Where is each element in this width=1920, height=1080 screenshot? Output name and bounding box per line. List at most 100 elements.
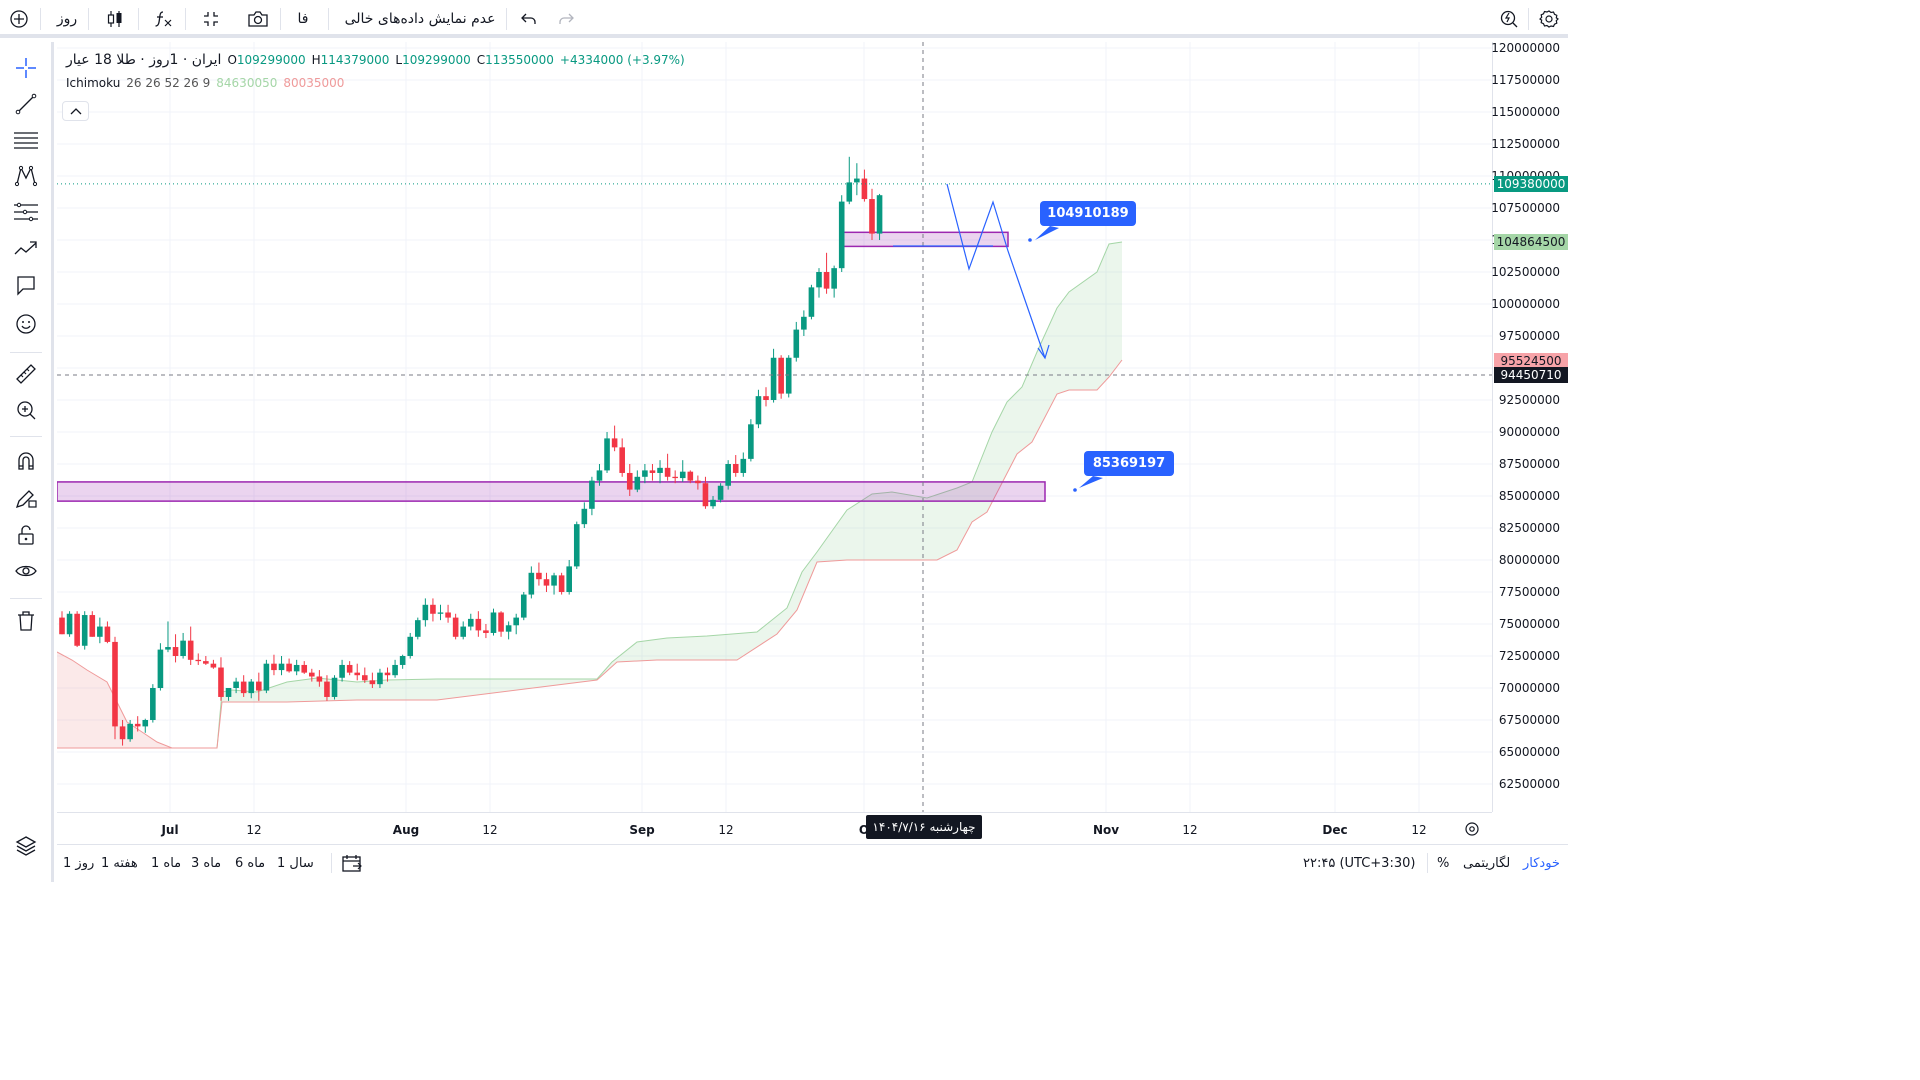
range-1y[interactable]: سال 1 — [277, 855, 314, 871]
time-axis-label: Sep — [629, 823, 655, 837]
indicator-legend[interactable]: Ichimoku 26 26 52 26 9 84630050 80035000 — [66, 76, 344, 90]
plus-circle-icon — [10, 10, 28, 28]
time-axis-label: Aug — [392, 823, 420, 837]
candle-body — [324, 681, 330, 697]
range-1d[interactable]: روز 1 — [63, 855, 95, 871]
annotation-tool[interactable] — [8, 270, 44, 302]
chart-pane[interactable] — [57, 42, 1492, 812]
price-axis-label: 92500000 — [1498, 393, 1560, 407]
ichimoku-span-b — [57, 359, 1123, 749]
candle-body — [755, 396, 762, 425]
candle-body — [142, 720, 149, 727]
candle-body — [460, 626, 467, 637]
price-axis-label: 112500000 — [1491, 137, 1560, 151]
redo-button[interactable] — [552, 0, 580, 38]
date-range-button[interactable] — [341, 845, 363, 881]
support-zone-rect — [57, 481, 1046, 502]
trash-icon — [18, 611, 34, 631]
candle-body — [763, 396, 769, 400]
candle-body — [869, 199, 875, 234]
price-axis-label: 77500000 — [1498, 585, 1560, 599]
snapshot-button[interactable] — [243, 0, 273, 38]
range-3m[interactable]: ماه 3 — [191, 855, 222, 871]
crosshair-tool[interactable] — [8, 52, 44, 84]
candle-body — [407, 636, 414, 656]
candle-body — [384, 672, 391, 676]
hide-empty-data-toggle[interactable]: عدم نمایش داده‌های خالی — [344, 11, 496, 27]
time-axis[interactable]: Jul 12 Aug 12 Sep 12 O Nov 12 Dec 12 — [57, 812, 1492, 844]
ohlc-open: O109299000 — [227, 53, 306, 67]
candle-body — [854, 178, 860, 183]
magnet-tool[interactable] — [8, 445, 44, 477]
remove-drawings-button[interactable] — [8, 605, 44, 637]
zoom-tool[interactable] — [8, 394, 44, 426]
candle-body — [589, 480, 595, 509]
language-button[interactable]: فا — [297, 11, 309, 27]
interval-button[interactable]: روز — [56, 11, 78, 27]
axis-settings-button[interactable] — [1464, 821, 1480, 841]
hide-drawings-button[interactable] — [8, 555, 44, 587]
symbol-title[interactable]: ایران · 1روز · طلا 18 عیار — [66, 52, 222, 68]
fib-retracement-tool[interactable] — [8, 124, 44, 156]
candle-body — [634, 476, 641, 490]
candle-body — [362, 675, 368, 681]
candle-body — [710, 499, 716, 507]
price-axis-label: 120000000 — [1491, 41, 1560, 55]
candle-body — [528, 572, 535, 595]
object-tree-button[interactable] — [8, 830, 44, 862]
add-symbol-button[interactable] — [4, 0, 34, 38]
candle-body — [278, 663, 285, 671]
price-callout-lower[interactable]: 85369197 — [1084, 451, 1174, 476]
callout-pointer-upper — [1035, 226, 1059, 240]
range-1m[interactable]: ماه 1 — [151, 855, 182, 871]
candle-body — [430, 604, 436, 614]
range-1w[interactable]: هفته 1 — [101, 855, 138, 871]
forecast-tool[interactable] — [8, 232, 44, 264]
measure-tool[interactable] — [8, 358, 44, 390]
candle-body — [581, 508, 588, 525]
range-6m[interactable]: ماه 6 — [235, 855, 266, 871]
candle-body — [218, 667, 224, 697]
trend-line-tool[interactable] — [8, 88, 44, 120]
stay-in-drawing-mode[interactable] — [8, 482, 44, 514]
chart-type-button[interactable] — [100, 0, 130, 38]
price-axis-label: 65000000 — [1498, 745, 1560, 759]
fullscreen-button[interactable] — [196, 0, 226, 38]
pencil-lock-icon — [15, 490, 37, 509]
candle-body — [505, 625, 512, 632]
auto-scale-toggle[interactable]: خودکار — [1523, 855, 1560, 871]
candle-body — [498, 612, 504, 632]
candle-body — [642, 470, 648, 477]
settings-button[interactable] — [1534, 0, 1564, 38]
lock-drawings-button[interactable] — [8, 519, 44, 551]
timezone-button[interactable]: ۲۲:۴۵ (UTC+3:30) — [1303, 855, 1416, 871]
indicators-button[interactable] — [148, 0, 178, 38]
chevron-up-icon — [70, 108, 81, 115]
price-axis-label: 80000000 — [1498, 553, 1560, 567]
price-callout-upper[interactable]: 104910189 — [1040, 201, 1136, 226]
quick-search-button[interactable] — [1494, 0, 1524, 38]
candle-body — [339, 664, 345, 678]
candle-body — [165, 647, 171, 650]
pattern-tool[interactable] — [8, 160, 44, 192]
candle-body — [566, 566, 572, 592]
icon-tool[interactable] — [8, 308, 44, 340]
undo-button[interactable] — [515, 0, 543, 38]
chart-canvas[interactable] — [57, 42, 1492, 812]
ohlc-low: L109299000 — [395, 53, 471, 67]
price-axis-label: 97500000 — [1498, 329, 1560, 343]
candle-body — [823, 272, 830, 289]
candle-body — [596, 470, 603, 481]
percent-toggle[interactable]: % — [1437, 855, 1450, 871]
candle-body — [793, 329, 800, 358]
candle-body — [611, 438, 618, 448]
price-axis-label: 102500000 — [1491, 265, 1560, 279]
time-axis-label: Dec — [1322, 823, 1348, 837]
candle-body — [74, 613, 80, 646]
log-toggle[interactable]: لگاریتمی — [1463, 855, 1511, 871]
price-axis[interactable]: 1200000001175000001150000001125000001100… — [1491, 41, 1568, 812]
candle-body — [740, 458, 747, 473]
prediction-tool[interactable] — [8, 196, 44, 228]
collapse-legend-button[interactable] — [62, 101, 89, 121]
candle-body — [293, 664, 300, 672]
